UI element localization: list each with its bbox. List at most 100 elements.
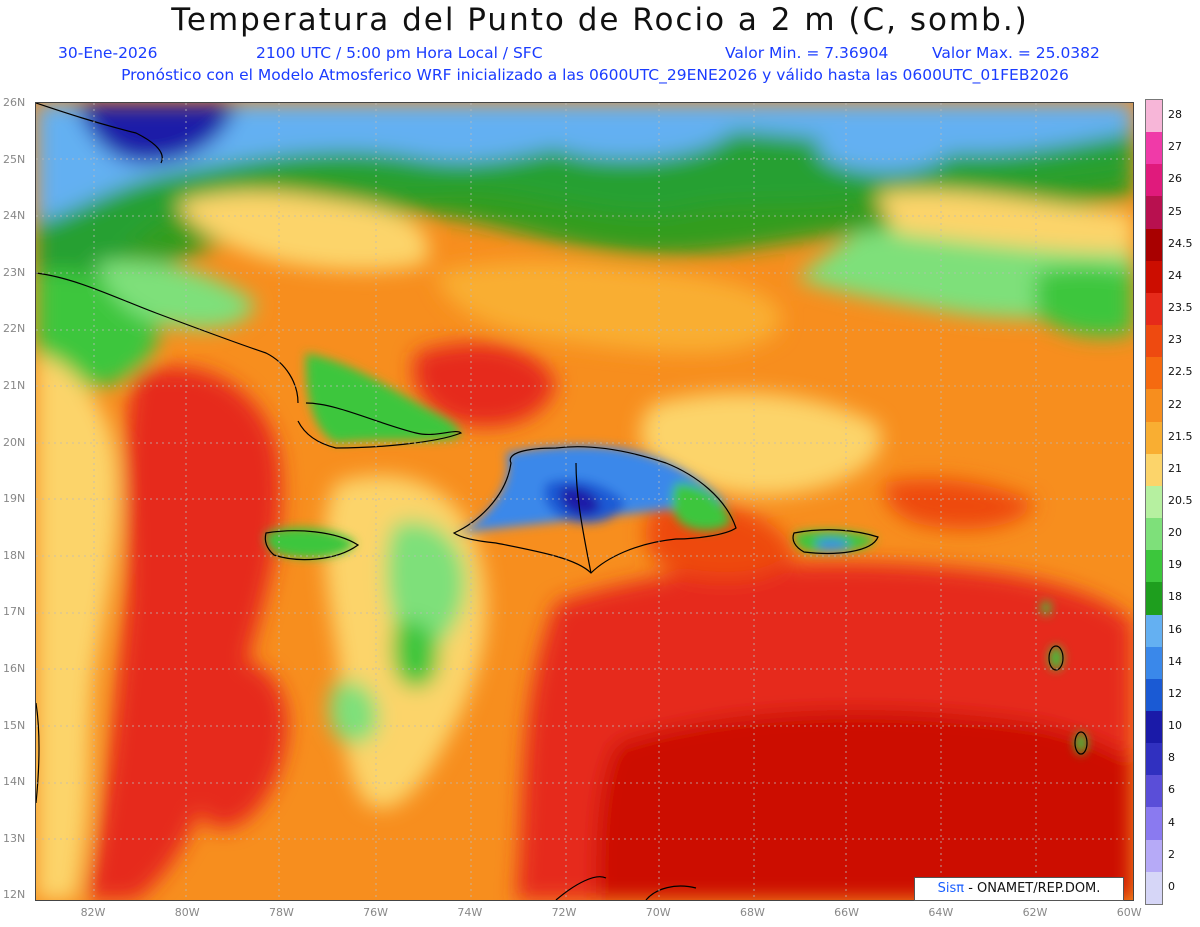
lon-label: 60W: [1116, 906, 1142, 919]
legend-label: 23: [1168, 333, 1182, 347]
legend-swatch: [1146, 228, 1162, 261]
legend-label: 4: [1168, 815, 1175, 829]
lat-label: 13N: [3, 831, 26, 845]
lon-label: 78W: [268, 906, 294, 919]
island-fields: [265, 353, 1087, 754]
legend-label: 16: [1168, 622, 1182, 636]
legend-swatch: [1146, 871, 1162, 904]
legend-label: 26: [1168, 172, 1182, 186]
lat-label: 12N: [3, 888, 26, 902]
guadeloupe-coast: [1048, 645, 1064, 671]
legend-label: 28: [1168, 108, 1182, 122]
forecast-time: 2100 UTC / 5:00 pm Hora Local / SFC: [256, 44, 543, 62]
legend-label: 22.5: [1168, 365, 1193, 379]
legend-label: 2: [1168, 847, 1175, 861]
lat-label: 20N: [3, 435, 26, 449]
field-regions: [36, 103, 1133, 900]
lat-label: 18N: [3, 548, 26, 562]
forecast-date: 30-Ene-2026: [58, 44, 158, 62]
lon-label: 68W: [739, 906, 765, 919]
lon-label: 74W: [457, 906, 483, 919]
legend-swatch: [1146, 582, 1162, 615]
legend-swatch: [1146, 325, 1162, 358]
cuba-field: [305, 353, 460, 443]
legend-label: 12: [1168, 686, 1182, 700]
legend-swatch: [1146, 775, 1162, 808]
lat-label: 14N: [3, 775, 26, 789]
legend-swatch: [1146, 164, 1162, 197]
legend-label: 8: [1168, 751, 1175, 765]
legend-label: 24.5: [1168, 236, 1193, 250]
legend-label: 0: [1168, 879, 1175, 893]
legend-label: 21.5: [1168, 429, 1193, 443]
legend-label: 19: [1168, 558, 1182, 572]
legend-swatch: [1146, 550, 1162, 583]
legend-label: 20.5: [1168, 494, 1193, 507]
credit-text: - ONAMET/REP.DOM.: [964, 881, 1101, 896]
min-value: Valor Min. = 7.36904: [725, 44, 889, 62]
legend-label: 27: [1168, 140, 1182, 154]
florida-coast: [36, 103, 163, 164]
legend-swatch: [1146, 743, 1162, 776]
legend-swatch: [1146, 807, 1162, 840]
legend-swatch: [1146, 710, 1162, 744]
legend-swatch: [1146, 132, 1162, 165]
legend-swatch: [1146, 260, 1162, 293]
legend-swatch: [1146, 614, 1162, 647]
legend-label: 24: [1168, 268, 1182, 282]
lat-label: 17N: [3, 605, 26, 619]
lon-label: 82W: [80, 906, 106, 919]
legend-swatch: [1146, 421, 1162, 454]
legend-swatch: [1146, 389, 1162, 422]
central-america-coast: [36, 702, 40, 804]
map-title: Temperatura del Punto de Rocio a 2 m (C,…: [171, 2, 1029, 38]
credit-box: Sisπ - ONAMET/REP.DOM.: [914, 877, 1124, 901]
legend-label: 20: [1168, 526, 1182, 540]
color-scale-legend: [1145, 99, 1163, 905]
lat-label: 21N: [3, 379, 26, 392]
lat-label: 15N: [3, 718, 26, 732]
lat-label: 23N: [3, 265, 26, 279]
lat-label: 22N: [3, 322, 26, 336]
legend-swatch: [1146, 453, 1162, 486]
legend-swatch: [1146, 839, 1162, 872]
legend-swatch: [1146, 646, 1162, 679]
legend-swatch: [1146, 518, 1162, 551]
lon-label: 80W: [174, 906, 200, 919]
legend-swatch: [1146, 196, 1162, 229]
lat-lon-grid: [36, 103, 1133, 900]
max-value: Valor Max. = 25.0382: [932, 44, 1100, 62]
dewpoint-field: [36, 103, 1133, 900]
lon-label: 64W: [928, 906, 954, 919]
legend-label: 22: [1168, 397, 1182, 411]
hispaniola-coast: [452, 446, 737, 574]
legend-swatch: [1146, 357, 1162, 390]
puerto-rico-coast: [792, 529, 879, 555]
cuba-coast: [297, 402, 463, 449]
lat-label: 16N: [3, 662, 26, 675]
legend-swatch: [1146, 485, 1162, 519]
lat-label: 25N: [3, 152, 26, 166]
legend-swatch: [1146, 100, 1162, 133]
jamaica-coast: [264, 530, 360, 561]
sispi-logo: Sisπ: [937, 881, 965, 896]
legend-label: 14: [1168, 654, 1182, 668]
legend-label: 18: [1168, 590, 1182, 604]
lon-label: 70W: [645, 906, 671, 919]
martinique-coast: [1074, 731, 1088, 755]
legend-swatch: [1146, 678, 1162, 711]
haiti-dr-border: [575, 462, 592, 574]
legend-label: 21: [1168, 461, 1182, 475]
legend-label: 25: [1168, 204, 1182, 218]
lon-label: 62W: [1022, 906, 1048, 919]
legend-label: 6: [1168, 783, 1175, 797]
south-america-coast: [555, 876, 697, 900]
legend-label: 23.5: [1168, 301, 1193, 315]
coastlines: [36, 103, 1088, 900]
lat-label: 26N: [3, 96, 26, 109]
model-description: Pronóstico con el Modelo Atmosferico WRF…: [121, 66, 1069, 84]
dewpoint-map: [35, 102, 1134, 901]
legend-swatch: [1146, 292, 1162, 326]
legend-label: 10: [1168, 719, 1182, 733]
cuba-north-coast: [36, 272, 299, 404]
